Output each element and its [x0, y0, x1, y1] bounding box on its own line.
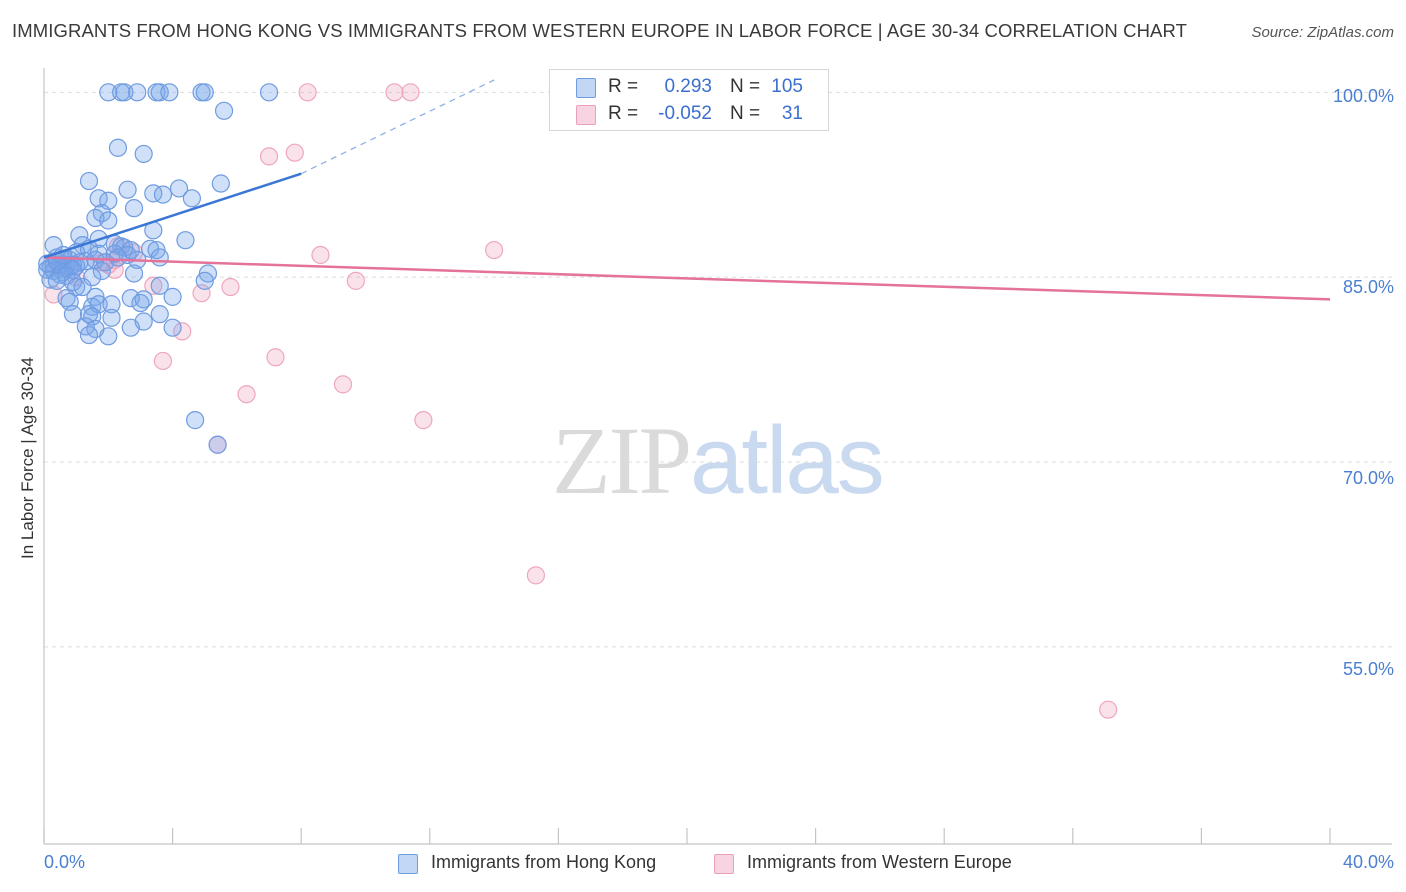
chart-title: IMMIGRANTS FROM HONG KONG VS IMMIGRANTS … [12, 20, 1188, 41]
point-western-europe [173, 322, 192, 341]
y-tick-label-70: 70.0% [1342, 468, 1394, 488]
point-western-europe [333, 375, 353, 394]
point-hong-kong [83, 268, 102, 287]
point-hong-kong [121, 318, 140, 337]
point-western-europe [526, 566, 545, 585]
point-hong-kong [99, 211, 118, 230]
legend-swatch-blue [576, 78, 596, 98]
point-hong-kong [195, 271, 214, 290]
point-hong-kong [118, 180, 137, 199]
point-western-europe [1099, 700, 1118, 719]
point-hong-kong [259, 83, 279, 102]
point-hong-kong [70, 226, 89, 245]
y-axis-label: In Labor Force | Age 30-34 [18, 357, 37, 559]
point-western-europe [285, 143, 304, 162]
point-hong-kong [186, 411, 205, 430]
legend-r-label: R = [608, 103, 639, 124]
point-western-europe [346, 271, 365, 290]
stats-legend: R = 0.293 N = 105 R = -0.052 N = 31 [549, 69, 829, 131]
point-hong-kong [153, 185, 173, 204]
legend-n-label: N = [730, 76, 761, 97]
point-hong-kong [63, 305, 83, 324]
point-hong-kong [131, 293, 150, 313]
point-hong-kong [208, 435, 227, 454]
watermark-zip: ZIP [552, 407, 692, 514]
point-hong-kong [41, 270, 60, 289]
point-hong-kong [211, 174, 230, 193]
point-hong-kong [124, 264, 144, 283]
point-hong-kong [99, 327, 118, 346]
point-hong-kong [102, 295, 121, 314]
point-hong-kong [150, 248, 169, 267]
source-credit: Source: ZipAtlas.com [1251, 24, 1394, 41]
point-western-europe [221, 277, 240, 297]
point-western-europe [153, 351, 173, 371]
point-western-europe [414, 411, 433, 430]
trend-line-hong-kong [43, 172, 302, 259]
bottom-legend-label: Immigrants from Hong Kong [431, 852, 657, 872]
legend-swatch-pink [576, 105, 596, 125]
point-hong-kong [160, 83, 179, 102]
point-hong-kong [63, 272, 83, 292]
point-hong-kong [124, 199, 144, 218]
point-western-europe [144, 276, 163, 295]
legend-r-value: 0.293 [664, 76, 712, 97]
point-hong-kong [128, 83, 147, 102]
point-hong-kong [79, 171, 99, 191]
point-hong-kong [169, 179, 189, 198]
point-western-europe [401, 83, 420, 102]
point-western-europe [385, 83, 404, 102]
y-tick-label-55: 55.0% [1342, 659, 1394, 679]
bottom-legend-label: Immigrants from Western Europe [747, 852, 1012, 872]
legend-r-label: R = [608, 76, 639, 97]
point-western-europe [311, 245, 330, 265]
point-hong-kong [163, 287, 182, 306]
point-hong-kong [79, 325, 99, 345]
point-western-europe [259, 147, 279, 166]
bottom-legend-swatch-pink [714, 854, 734, 874]
legend-r-value: -0.052 [658, 103, 712, 124]
point-hong-kong [195, 83, 214, 102]
point-hong-kong [150, 83, 169, 102]
point-hong-kong [182, 189, 201, 208]
point-hong-kong [150, 305, 169, 324]
bottom-legend-hong-kong: Immigrants from Hong Kong [398, 852, 657, 874]
point-hong-kong [134, 144, 153, 164]
point-western-europe [237, 385, 256, 404]
point-western-europe [485, 240, 504, 260]
legend-n-value: 105 [771, 76, 803, 97]
point-hong-kong [144, 184, 163, 203]
bottom-legend-western-europe: Immigrants from Western Europe [714, 852, 1012, 874]
y-tick-label-100: 100.0% [1332, 86, 1394, 106]
point-hong-kong [163, 318, 182, 337]
watermark-atlas: atlas [690, 407, 885, 514]
point-hong-kong [150, 276, 169, 295]
point-western-europe [298, 83, 317, 102]
legend-n-label: N = [730, 103, 761, 124]
point-western-europe [266, 348, 285, 367]
x-tick-label-max: 40.0% [1342, 852, 1394, 872]
point-hong-kong [214, 101, 234, 120]
point-hong-kong [176, 231, 195, 250]
y-tick-label-85: 85.0% [1342, 277, 1394, 297]
point-hong-kong [108, 138, 128, 157]
x-tick-label-min: 0.0% [44, 852, 86, 872]
point-hong-kong [47, 271, 66, 290]
trend-line-hong-kong-extension [300, 79, 495, 175]
point-hong-kong [99, 83, 118, 102]
point-hong-kong [121, 289, 140, 308]
bottom-legend-swatch-blue [398, 854, 418, 874]
trend-line-western-europe [43, 256, 1331, 301]
legend-n-value: 31 [781, 103, 803, 124]
point-hong-kong [108, 248, 128, 267]
point-hong-kong [73, 277, 92, 297]
watermark: ZIPatlas [552, 405, 885, 516]
point-hong-kong [115, 83, 134, 102]
point-hong-kong [102, 308, 121, 327]
